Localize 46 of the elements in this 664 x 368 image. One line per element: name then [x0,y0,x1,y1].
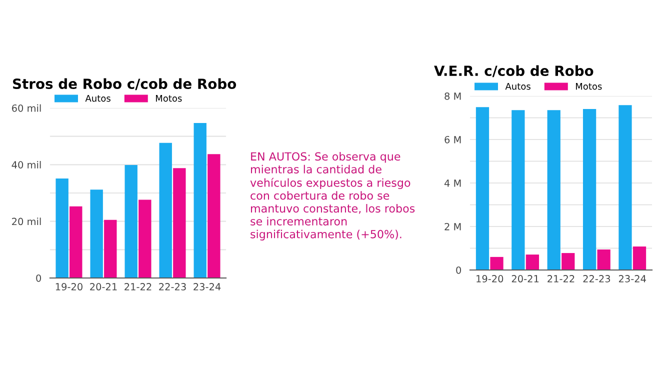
y-tick-label: 4 M [444,180,461,187]
text: EN AUTOS: Se observa que mientras la cantidad de vehículos expuestos a riesgo con cobertura de robo se mantuvo constante, los robos se incrementaron significativamente (+50%). [250,152,415,240]
bar [70,206,82,278]
bar [90,190,103,278]
bar [208,154,220,278]
x-tick-label: 20-21 [512,275,539,282]
y-tick-label: 2 M [444,222,461,230]
x-tick-label: 21-22 [124,283,152,290]
x-tick-label: 19-20 [476,275,504,282]
bar [526,254,540,270]
y-tick-label: 20 mil [12,218,41,226]
y-tick-label: 6 M [444,136,461,144]
x-tick-label: 20-21 [90,283,117,290]
x-tick-label: 21-22 [548,275,574,282]
y-tick-label: 0 [456,266,462,274]
legend-label: Motos [576,83,602,90]
bar [173,168,186,278]
x-tick-label: 19-20 [56,283,82,290]
legend-label: Autos [85,95,110,102]
x-tick-label: 22-23 [159,283,186,290]
chart-title: V.E.R. c/cob de Robo [434,65,594,78]
bar [547,110,560,270]
bar [490,256,504,270]
bar [56,178,68,278]
bar [159,142,172,278]
bar [476,107,490,270]
bar [597,250,610,270]
x-tick-label: 22-23 [583,275,610,282]
bar [138,200,152,278]
y-tick-label: 60 mil [12,104,41,112]
bar [124,164,138,278]
y-tick-label: 0 [36,274,42,282]
y-tick-label: 40 mil [12,160,41,168]
bar [194,123,206,278]
bar [618,105,632,270]
bar [104,220,117,278]
legend-label: Motos [156,95,182,102]
bar [582,109,596,270]
x-tick-label: 23-24 [194,283,221,290]
x-tick-label: 23-24 [618,275,646,282]
bar [632,246,646,270]
legend-label: Autos [505,83,530,90]
bar [562,253,575,270]
chart-title: Stros de Robo c/cob de Robo [12,78,236,90]
bar [512,110,525,270]
y-tick-label: 8 M [444,92,461,100]
